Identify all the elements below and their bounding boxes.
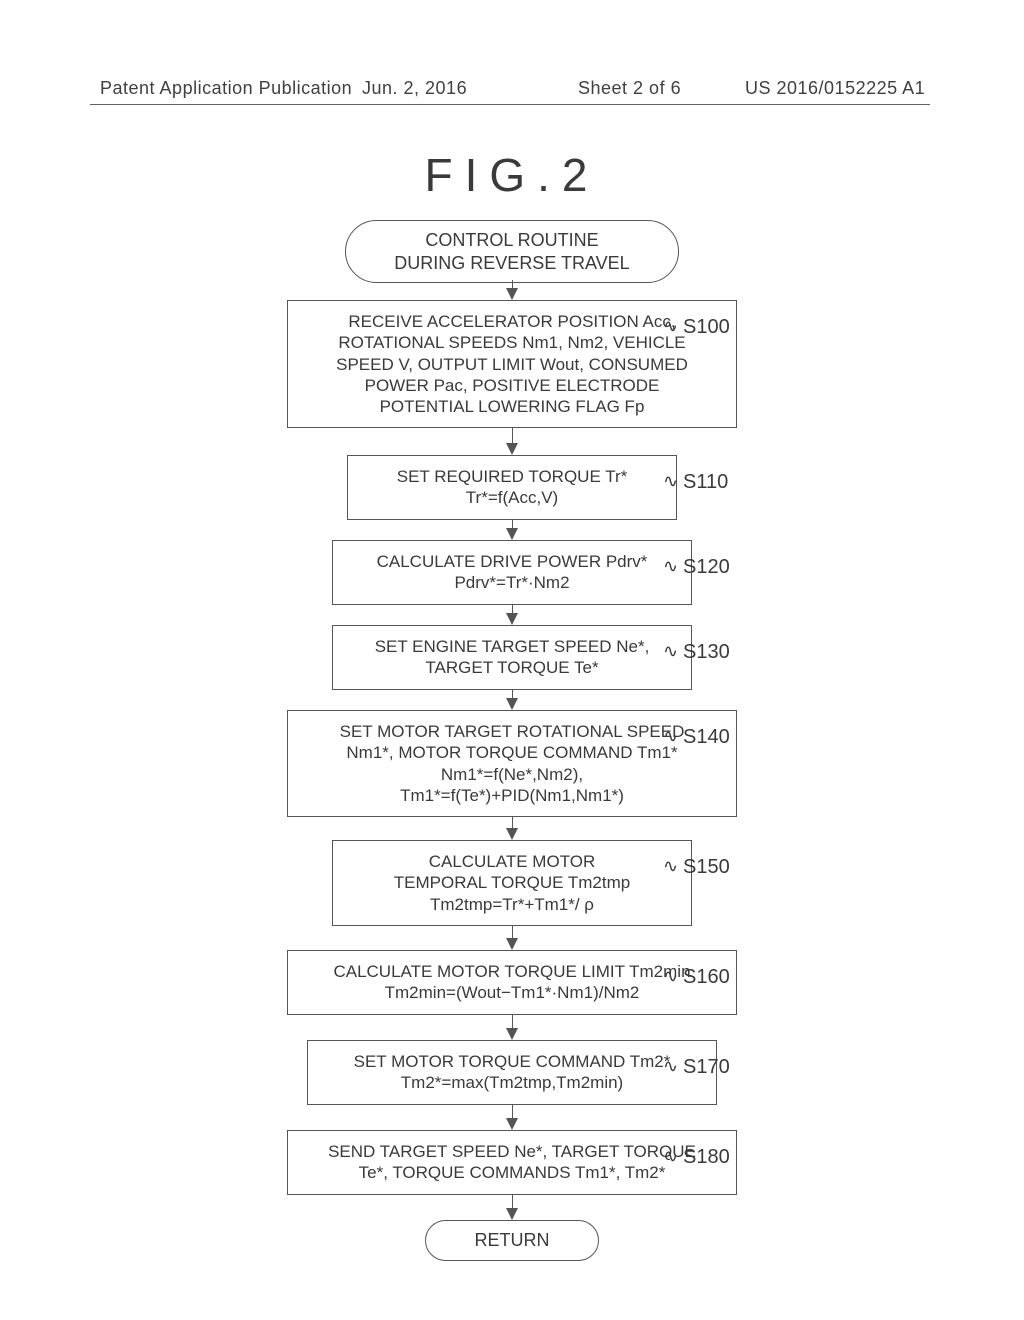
arrow-down-icon bbox=[506, 938, 518, 950]
flow-process: SET ENGINE TARGET SPEED Ne*,TARGET TORQU… bbox=[332, 625, 692, 690]
step-label: S180 bbox=[683, 1146, 730, 1169]
figure-title: FIG.2 bbox=[0, 148, 1024, 202]
arrow-down-icon bbox=[506, 1208, 518, 1220]
flow-process: CALCULATE MOTORTEMPORAL TORQUE Tm2tmpTm2… bbox=[332, 840, 692, 926]
arrow-down-icon bbox=[506, 698, 518, 710]
arrow-down-icon bbox=[506, 1118, 518, 1130]
arrow-down-icon bbox=[506, 828, 518, 840]
header-pub: US 2016/0152225 A1 bbox=[745, 78, 925, 99]
flow-terminal: CONTROL ROUTINEDURING REVERSE TRAVEL bbox=[345, 220, 679, 283]
tilde-icon: ∿ bbox=[663, 1146, 678, 1167]
tilde-icon: ∿ bbox=[663, 556, 678, 577]
tilde-icon: ∿ bbox=[663, 316, 678, 337]
step-label: S100 bbox=[683, 316, 730, 339]
arrow-down-icon bbox=[506, 288, 518, 300]
flow-terminal: RETURN bbox=[425, 1220, 599, 1261]
page: Patent Application Publication Jun. 2, 2… bbox=[0, 0, 1024, 1320]
tilde-icon: ∿ bbox=[663, 966, 678, 987]
header-sheet: Sheet 2 of 6 bbox=[578, 78, 681, 99]
arrow-down-icon bbox=[506, 1028, 518, 1040]
flow-process: SET MOTOR TORQUE COMMAND Tm2*Tm2*=max(Tm… bbox=[307, 1040, 717, 1105]
tilde-icon: ∿ bbox=[663, 856, 678, 877]
step-label: S110 bbox=[683, 471, 728, 494]
step-label: S160 bbox=[683, 966, 730, 989]
step-label: S130 bbox=[683, 641, 730, 664]
step-label: S120 bbox=[683, 556, 730, 579]
step-label: S140 bbox=[683, 726, 730, 749]
arrow-down-icon bbox=[506, 528, 518, 540]
step-label: S170 bbox=[683, 1056, 730, 1079]
arrow-down-icon bbox=[506, 613, 518, 625]
step-label: S150 bbox=[683, 856, 730, 879]
arrow-down-icon bbox=[506, 443, 518, 455]
header-rule bbox=[90, 104, 930, 105]
tilde-icon: ∿ bbox=[663, 641, 678, 662]
header-date: Jun. 2, 2016 bbox=[362, 78, 467, 99]
flow-process: SET REQUIRED TORQUE Tr*Tr*=f(Acc,V) bbox=[347, 455, 677, 520]
tilde-icon: ∿ bbox=[663, 726, 678, 747]
flow-process: CALCULATE DRIVE POWER Pdrv*Pdrv*=Tr*·Nm2 bbox=[332, 540, 692, 605]
tilde-icon: ∿ bbox=[663, 1056, 678, 1077]
header-left: Patent Application Publication bbox=[100, 78, 352, 99]
tilde-icon: ∿ bbox=[663, 471, 678, 492]
